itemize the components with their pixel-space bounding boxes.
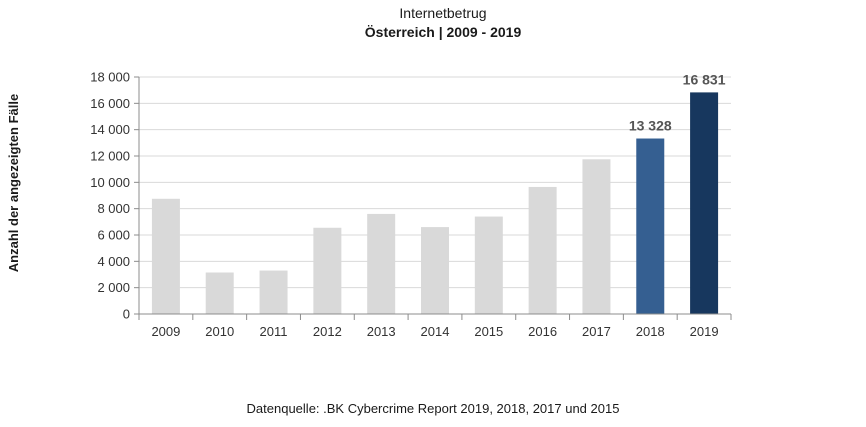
y-tick-label: 10 000	[90, 175, 130, 190]
bar-2010	[205, 272, 234, 314]
y-axis-ticks: 0 2 000 4 000 6 000 8 000 10 000 12 000 14 000 1…	[90, 70, 139, 322]
y-tick-label: 18 000	[90, 70, 130, 85]
y-tick-label: 4 000	[97, 254, 130, 269]
x-tick-label: 2018	[636, 324, 665, 339]
bar-2015	[474, 216, 503, 314]
data-source-note: Datenquelle: .BK Cybercrime Report 2019,…	[247, 401, 620, 416]
bar-2013	[367, 213, 396, 314]
x-tick-label: 2011	[260, 324, 288, 339]
y-axis-label: Anzahl der angezeigten Fälle	[6, 94, 21, 272]
x-tick-label: 2013	[367, 324, 396, 339]
chart-title: Internetbetrug	[399, 5, 486, 21]
data-label-2019: 16 831	[683, 71, 726, 87]
x-tick-label: 2019	[690, 324, 719, 339]
x-tick-label: 2012	[313, 324, 342, 339]
x-tick-label: 2016	[528, 324, 557, 339]
data-labels: 13 328 16 831	[629, 71, 726, 133]
bar-2016	[528, 186, 557, 314]
x-tick-label: 2009	[151, 324, 180, 339]
x-tick-label: 2015	[474, 324, 503, 339]
bars	[151, 92, 719, 314]
bar-2017	[582, 159, 611, 314]
y-tick-label: 8 000	[97, 201, 130, 216]
chart-subtitle: Österreich | 2009 - 2019	[365, 24, 522, 40]
bar-2018	[636, 138, 665, 314]
x-axis-ticks: 2009 2010 2011 2012 2013 2014 2015 2016 2017 2018…	[138, 314, 732, 339]
bar-2019	[690, 92, 719, 314]
x-tick-label: 2010	[205, 324, 234, 339]
y-tick-label: 0	[123, 307, 130, 322]
bar-2011	[259, 270, 288, 314]
data-label-2018: 13 328	[629, 118, 672, 134]
bar-2014	[421, 227, 449, 314]
x-tick-label: 2014	[421, 324, 450, 339]
y-tick-label: 16 000	[90, 96, 130, 111]
y-tick-label: 6 000	[97, 228, 130, 243]
axes	[138, 77, 731, 315]
y-tick-label: 14 000	[90, 122, 130, 137]
bar-2012	[313, 227, 342, 314]
y-tick-label: 2 000	[97, 280, 130, 295]
y-tick-label: 12 000	[90, 149, 130, 164]
bar-2009	[151, 198, 180, 314]
gridlines	[139, 76, 731, 289]
x-tick-label: 2017	[582, 324, 611, 339]
